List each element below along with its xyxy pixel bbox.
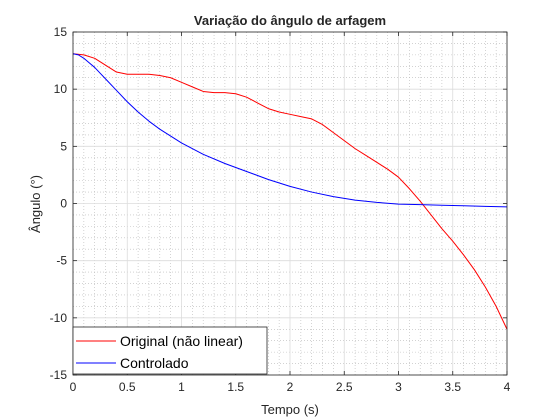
legend-label-original: Original (não linear) xyxy=(120,333,243,349)
y-tick-labels: -15 -10 -5 0 5 10 15 xyxy=(50,25,68,382)
series-line-original xyxy=(72,53,508,330)
x-tick-label: 1 xyxy=(178,380,185,394)
legend: Original (não linear) Controlado xyxy=(72,326,268,375)
x-tick-label: 1.5 xyxy=(227,380,244,394)
x-tick-label: 0 xyxy=(70,380,77,394)
y-tick-label: -15 xyxy=(50,368,68,382)
legend-box xyxy=(72,326,268,375)
axis-ticks xyxy=(72,31,508,376)
x-tick-label: 3.5 xyxy=(444,380,461,394)
legend-label-controlado: Controlado xyxy=(120,355,189,371)
x-tick-label: 3 xyxy=(395,380,402,394)
series-line-controlado xyxy=(72,53,508,208)
x-tick-label: 2 xyxy=(287,380,294,394)
y-tick-label: -5 xyxy=(56,254,67,268)
x-tick-labels: 0 0.5 1 1.5 2 2.5 3 3.5 4 xyxy=(70,380,511,394)
x-tick-label: 0.5 xyxy=(119,380,136,394)
x-tick-label: 2.5 xyxy=(336,380,353,394)
y-tick-label: 5 xyxy=(60,139,67,153)
x-axis-label: Tempo (s) xyxy=(261,402,319,417)
y-tick-label: -10 xyxy=(50,311,68,325)
y-tick-label: 15 xyxy=(54,25,68,39)
series-layer xyxy=(72,53,508,330)
x-tick-label: 4 xyxy=(504,380,511,394)
y-tick-label: 0 xyxy=(60,197,67,211)
y-axis-label: Ângulo (°) xyxy=(28,175,43,233)
y-tick-label: 10 xyxy=(54,82,68,96)
chart-title: Variação do ângulo de arfagem xyxy=(194,13,386,28)
